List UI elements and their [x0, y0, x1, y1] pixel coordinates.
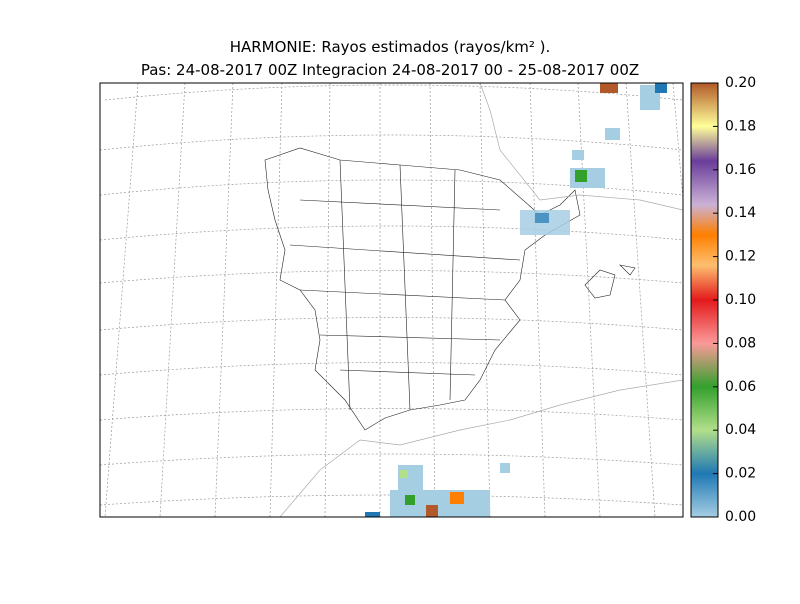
regions — [289, 159, 521, 411]
colorbar-ticks: 0.00 0.02 0.04 0.06 0.08 0.10 0.12 0.14 0.16 0.18… — [713, 75, 756, 525]
colorbar-tick-label: 0.14 — [725, 205, 756, 221]
map-area — [100, 83, 683, 517]
france-coast — [479, 83, 683, 211]
africa-coast — [279, 379, 683, 517]
colorbar-tick-label: 0.06 — [725, 379, 756, 395]
iberia-outline — [264, 147, 581, 431]
graticule — [100, 83, 683, 517]
colorbar-tick-label: 0.02 — [725, 466, 756, 482]
colorbar-tick-label: 0.16 — [725, 162, 756, 178]
map-subtitle: Pas: 24-08-2017 00Z Integracion 24-08-20… — [141, 61, 639, 79]
map-frame — [99, 82, 684, 518]
map-title: HARMONIE: Rayos estimados (rayos/km² ). — [230, 38, 551, 56]
baleares — [584, 264, 636, 299]
colorbar-tick-label: 0.18 — [725, 118, 756, 134]
colorbar-tick-label: 0.20 — [725, 75, 756, 91]
colorbar-tick-label: 0.00 — [725, 509, 756, 525]
colorbar-tick-label: 0.04 — [725, 422, 756, 438]
colorbar-tick-label: 0.10 — [725, 292, 756, 308]
colorbar-tick-label: 0.08 — [725, 335, 756, 351]
lightning-cells — [365, 83, 667, 517]
colorbar-tick-label: 0.12 — [725, 249, 756, 265]
